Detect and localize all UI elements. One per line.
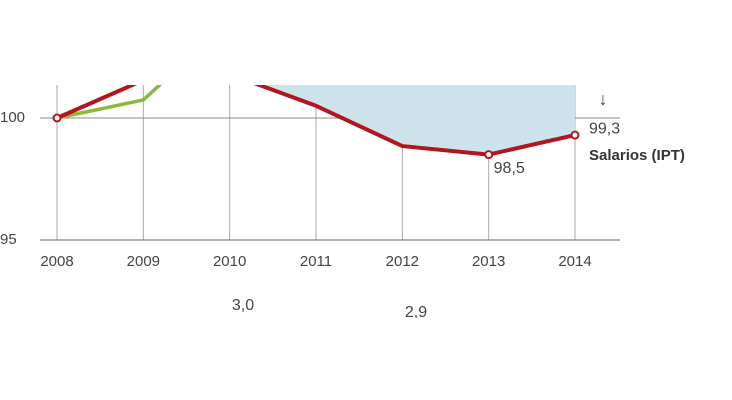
- data-label: 98,5: [494, 160, 525, 177]
- x-tick-label: 2011: [300, 253, 332, 270]
- point: [570, 130, 580, 140]
- y-tick-label: 100: [0, 109, 25, 126]
- arrow: ↓: [599, 89, 608, 109]
- series-label: Salarios (IPT): [589, 147, 685, 164]
- shaded-area: [259, 85, 575, 155]
- lines-layer: [52, 85, 580, 160]
- x-tick-label: 2009: [127, 253, 160, 270]
- x-tick-label: 2010: [213, 253, 246, 270]
- y-tick-label: 95: [0, 231, 17, 248]
- annotation: 3,0: [232, 297, 254, 314]
- annotation: 2,9: [405, 304, 427, 321]
- x-tick-label: 2012: [386, 253, 419, 270]
- x-tick-label: 2013: [472, 253, 505, 270]
- line: [56, 85, 163, 120]
- data-label: 99,3: [589, 120, 620, 137]
- x-tick-label: 2014: [558, 253, 591, 270]
- labels-layer: 2008 2009 2010 2011 2012 2013 2014 95 100 98,5 99,…: [0, 109, 685, 321]
- point: [52, 113, 62, 123]
- x-tick-label: 2008: [40, 253, 73, 270]
- area-layer: [259, 85, 575, 155]
- point: [484, 150, 494, 160]
